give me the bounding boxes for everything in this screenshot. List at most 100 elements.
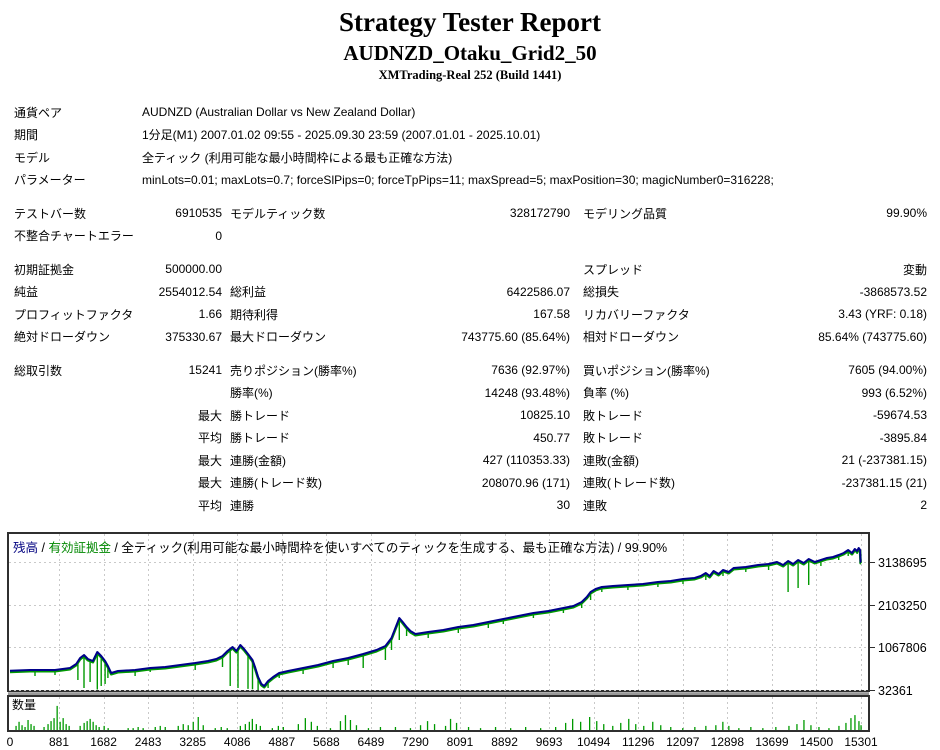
volume-bar (635, 723, 637, 730)
volume-bar (449, 718, 452, 730)
volume-bar (127, 727, 129, 730)
volume-bar (796, 723, 798, 730)
volume-bar (137, 726, 139, 730)
balance-line (9, 546, 862, 687)
volume-bar (329, 727, 332, 730)
equity-line (9, 547, 862, 690)
volume-bar (53, 717, 55, 730)
volume-bar (18, 721, 20, 730)
volume-bar (304, 717, 306, 730)
table-row: プロフィットファクタ 1.66 期待利得 167.58 リカバリーファクタ 3.43 (Y… (14, 303, 940, 326)
volume-bar (845, 722, 847, 730)
volume-bar (310, 721, 312, 730)
server-build-line: XMTrading-Real 252 (Build 1441) (378, 68, 562, 82)
row-value: 10825.10 (519, 408, 570, 423)
volume-bar (159, 725, 161, 730)
row-value: 0 (215, 228, 222, 243)
volume-bar (30, 723, 32, 730)
row-value: 最大 (197, 453, 222, 468)
volume-bar (722, 721, 724, 730)
row-label: 純益 (14, 285, 39, 300)
row-label: 最大ドローダウン (230, 330, 327, 345)
row-label: 総取引数 (14, 363, 63, 378)
volume-bar (818, 726, 820, 730)
row-label: 連敗(金額) (583, 453, 639, 468)
volume-bar (98, 726, 100, 730)
x-tick-label: 14500 (800, 735, 834, 749)
report-header: Strategy Tester Report AUDNZD_Otaku_Grid… (0, 0, 940, 84)
volume-bar (603, 723, 605, 730)
volume-bar (682, 727, 684, 730)
volume-bar (83, 722, 85, 730)
volume-bar (43, 726, 45, 730)
volume-bar (788, 725, 790, 730)
volume-bar (50, 720, 52, 730)
row-value: 1.66 (198, 307, 222, 322)
x-tick-label: 8091 (447, 735, 474, 749)
row-value: 全ティック (利用可能な最小時間枠による最も正確な方法) (142, 150, 453, 165)
volume-bar (255, 723, 257, 730)
grid-lines (9, 533, 868, 730)
row-label: 売りポジション(勝率%) (230, 363, 357, 378)
x-tick-label: 0 (7, 735, 14, 749)
volume-bar (433, 723, 436, 730)
x-tick-label: 10494 (577, 735, 611, 749)
volume-bar (775, 726, 777, 730)
volume-bar (344, 714, 347, 730)
report-table: 通貨ペア AUDNZD (Australian Dollar vs New Zea… (14, 101, 940, 517)
volume-bar (860, 724, 862, 730)
volume-bar (596, 720, 598, 730)
row-value: 30 (556, 498, 570, 513)
row-label: 総利益 (230, 285, 267, 300)
pane-separator (8, 691, 869, 695)
row-label: プロフィットファクタ (14, 307, 134, 322)
row-label: 不整合チャートエラー (14, 229, 134, 244)
x-tick-label: 2483 (135, 735, 162, 749)
volume-bar (92, 721, 94, 730)
volume-bar (220, 726, 222, 730)
volume-bar (239, 725, 241, 730)
volume-bar (192, 721, 194, 730)
x-tick-label: 12898 (711, 735, 745, 749)
volume-bar (379, 726, 382, 730)
row-value: 3.43 (YRF: 0.18) (838, 307, 927, 322)
volume-bar (251, 718, 253, 730)
table-row: 通貨ペア AUDNZD (Australian Dollar vs New Zea… (14, 101, 940, 124)
volume-bar (694, 726, 696, 730)
volume-bar (394, 726, 397, 730)
y-tick-label: 2103250 (878, 599, 927, 613)
volume-bar (565, 722, 567, 730)
row-label: 買いポジション(勝率%) (583, 363, 710, 378)
volume-bar (24, 726, 26, 730)
row-label: 敗トレード (583, 431, 644, 446)
row-value: -237381.15 (21) (841, 475, 927, 490)
row-label: 連勝 (230, 498, 255, 513)
x-tick-label: 12097 (666, 735, 700, 749)
report-section-3: 初期証拠金 500000.00 スプレッド 変動 純益 2554012.54 総利益 6422… (14, 258, 940, 348)
x-tick-label: 9693 (536, 735, 563, 749)
x-tick-label: 881 (49, 735, 69, 749)
volume-bar (738, 727, 740, 730)
volume-bar (715, 724, 717, 730)
volume-bar (467, 726, 470, 730)
row-value: 167.58 (533, 307, 570, 322)
table-row: 期間 1分足(M1) 2007.01.02 09:55 - 2025.09.30 … (14, 124, 940, 147)
row-label: 総損失 (583, 285, 620, 300)
y-tick-label: 32361 (878, 684, 913, 698)
y-tick-label: 3138695 (878, 556, 927, 570)
volume-bar (177, 725, 179, 730)
row-value: 21 (-237381.15) (841, 453, 927, 468)
volume-bar (187, 724, 189, 730)
volume-bar (728, 725, 730, 730)
x-tick-label: 8892 (491, 735, 518, 749)
volume-bar (409, 727, 412, 730)
volume-bar (838, 725, 840, 730)
volume-bar (277, 725, 279, 730)
row-value: AUDNZD (Australian Dollar vs New Zealand… (142, 105, 416, 120)
row-value: -3868573.52 (859, 284, 927, 299)
row-label: リカバリーファクタ (583, 307, 690, 322)
volume-bars (15, 705, 862, 730)
row-value: 450.77 (533, 430, 570, 445)
volume-bar (164, 726, 166, 730)
row-label: 連敗(トレード数) (583, 476, 675, 491)
